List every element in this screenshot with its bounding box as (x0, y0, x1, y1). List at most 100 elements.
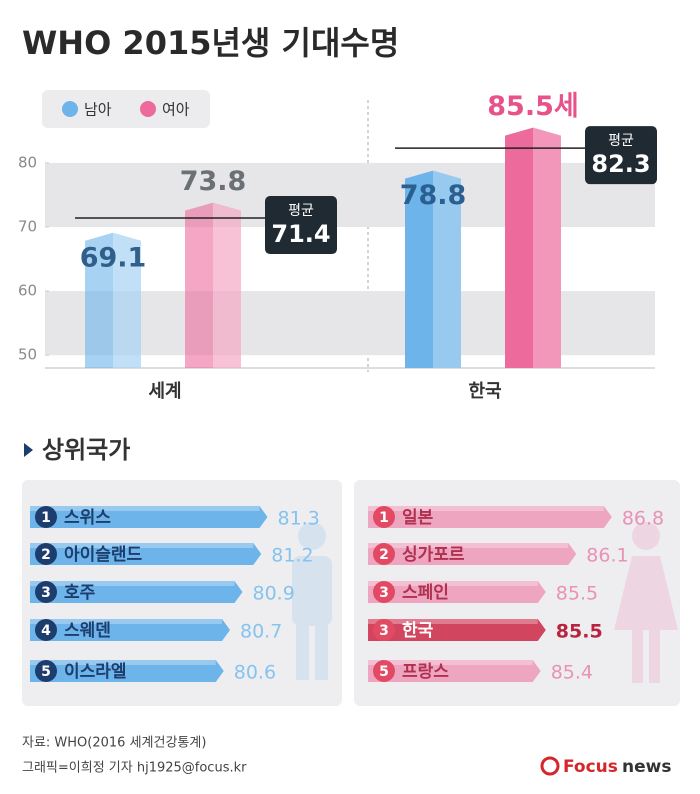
value-label: 81.3 (278, 508, 320, 530)
bar-shine (30, 506, 260, 511)
bar-highlight (113, 232, 141, 368)
rank-label: 5 (379, 664, 389, 680)
rank-label: 3 (379, 623, 389, 639)
rank-label: 5 (41, 664, 51, 680)
rank-label: 1 (41, 510, 51, 526)
value-label: 85.5 (556, 583, 598, 605)
average-box (585, 126, 657, 185)
bar (405, 170, 461, 368)
value-label: 86.8 (622, 508, 664, 530)
value-label: 85.5세 (487, 91, 578, 122)
average-box (265, 196, 337, 255)
x-tick-label: 세계 (148, 381, 181, 402)
value-label: 80.7 (240, 621, 282, 643)
rank-label: 2 (379, 547, 389, 563)
legend-label: 남아 (84, 101, 112, 119)
value-label: 80.6 (234, 662, 276, 684)
bar-shine (30, 660, 216, 665)
page-title: WHO 2015년생 기대수명 (22, 24, 399, 62)
country-label: 한국 (402, 621, 434, 641)
rank-label: 4 (41, 623, 51, 639)
bar (185, 202, 241, 368)
bar-shine (30, 581, 235, 586)
boy-icon (292, 522, 332, 680)
bar-shine (368, 581, 538, 586)
rank-badge (35, 619, 57, 641)
bar (30, 543, 262, 565)
rank-badge (35, 660, 57, 682)
average-title: 평균 (288, 203, 314, 219)
rank-badge (373, 660, 395, 682)
value-label: 73.8 (180, 166, 247, 197)
average-value: 82.3 (591, 150, 650, 178)
bar-shine (368, 506, 604, 511)
bar (30, 506, 268, 528)
rank-label: 1 (379, 510, 389, 526)
country-label: 일본 (402, 508, 434, 528)
bar (30, 660, 224, 682)
value-label: 69.1 (80, 242, 147, 273)
bar (368, 660, 541, 682)
bar-shine (368, 543, 569, 548)
country-label: 호주 (64, 583, 96, 603)
logo-suffix: news (622, 757, 671, 777)
average-title: 평균 (608, 133, 634, 149)
country-label: 싱가포르 (402, 545, 465, 565)
country-label: 스위스 (64, 508, 111, 528)
bar (30, 619, 230, 641)
girl-icon (614, 522, 678, 683)
bar (85, 232, 141, 368)
legend-label: 여아 (162, 101, 190, 119)
logo-brand: Focus (563, 757, 618, 777)
country-label: 아이슬랜드 (64, 545, 143, 565)
rank-badge (35, 506, 57, 528)
bar-highlight (433, 170, 461, 368)
rank-badge (35, 543, 57, 565)
country-label: 프랑스 (402, 662, 449, 682)
bar (505, 127, 561, 368)
rank-label: 3 (41, 585, 51, 601)
value-label: 85.4 (551, 662, 593, 684)
rank-label: 2 (41, 547, 51, 563)
bar (368, 581, 546, 603)
value-label: 86.1 (586, 545, 628, 567)
rank-label: 3 (379, 585, 389, 601)
y-tick-label: 70 (18, 218, 37, 236)
bar-shine (368, 619, 538, 624)
bar-shine (368, 660, 533, 665)
country-label: 스웨덴 (64, 621, 111, 641)
section-marker (24, 443, 33, 457)
y-tick-label: 80 (18, 153, 37, 171)
bar (368, 506, 612, 528)
y-tick-label: 50 (18, 346, 37, 364)
bar (368, 543, 577, 565)
bar-shine (30, 543, 254, 548)
value-label: 80.9 (253, 583, 295, 605)
bar-highlight (533, 127, 561, 368)
rank-badge (373, 506, 395, 528)
rank-badge (373, 543, 395, 565)
legend-swatch (62, 101, 78, 117)
bar (368, 619, 546, 641)
source: 자료: WHO(2016 세계건강통계) (22, 736, 206, 751)
rank-badge (35, 581, 57, 603)
country-label: 이스라엘 (64, 662, 127, 682)
logo-icon (540, 756, 560, 776)
legend-swatch (140, 101, 156, 117)
section-title: 상위국가 (42, 436, 130, 464)
average-value: 71.4 (271, 220, 330, 248)
credit: 그래픽=이희정 기자 hj1925@focus.kr (22, 761, 247, 776)
bar-shine (30, 619, 222, 624)
y-tick-label: 60 (18, 282, 37, 300)
bar (30, 581, 243, 603)
rank-badge (373, 619, 395, 641)
value-label: 78.8 (400, 180, 467, 211)
rank-badge (373, 581, 395, 603)
x-tick-label: 한국 (468, 381, 501, 402)
bar-highlight (213, 202, 241, 368)
legend-box (42, 90, 210, 128)
country-label: 스페인 (402, 583, 449, 603)
value-label: 85.5 (556, 621, 603, 643)
value-label: 81.2 (271, 545, 313, 567)
